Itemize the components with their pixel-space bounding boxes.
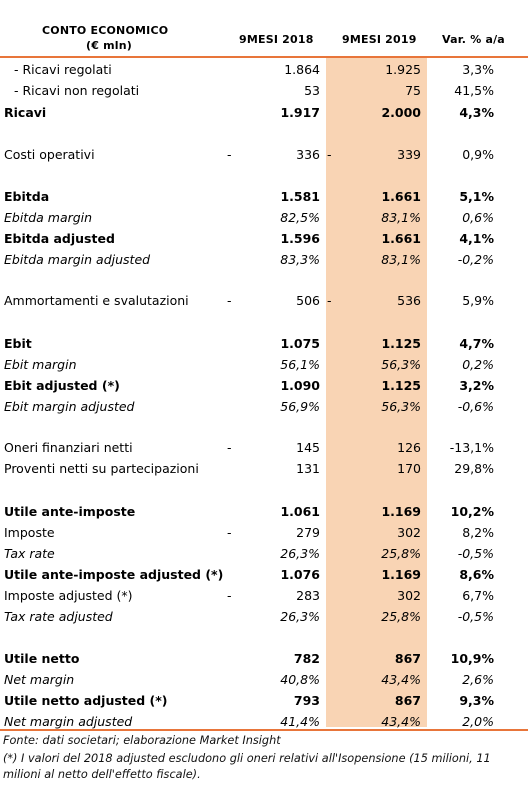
table-row: Net margin 40,8% 43,4% 2,6% bbox=[4, 672, 494, 687]
table-row: Ebitda 1.581 1.661 5,1% bbox=[4, 189, 494, 204]
highlight-2019-column bbox=[326, 58, 427, 727]
header-rule bbox=[0, 56, 528, 58]
table-row: Tax rate adjusted 26,3% 25,8% -0,5% bbox=[4, 609, 494, 624]
table-row: Costi operativi - 336 - 339 0,9% bbox=[4, 147, 494, 162]
table-row: Imposte - 279 302 8,2% bbox=[4, 525, 494, 540]
table-row: Ebit adjusted (*) 1.090 1.125 3,2% bbox=[4, 378, 494, 393]
footnote: (*) I valori del 2018 adjusted escludono… bbox=[3, 752, 491, 781]
header-2018: 9MESI 2018 bbox=[239, 33, 314, 46]
table-row: Ebitda adjusted 1.596 1.661 4,1% bbox=[4, 231, 494, 246]
table-row: Oneri finanziari netti - 145 126 -13,1% bbox=[4, 440, 494, 455]
table-row: Ricavi 1.917 2.000 4,3% bbox=[4, 105, 494, 120]
footer-rule bbox=[0, 729, 528, 731]
source-note: Fonte: dati societari; elaborazione Mark… bbox=[3, 734, 281, 747]
table-row: Imposte adjusted (*) - 283 302 6,7% bbox=[4, 588, 494, 603]
table-header: CONTO ECONOMICO (€ mln) 9MESI 2018 9MESI… bbox=[0, 20, 528, 56]
table-row: Net margin adjusted 41,4% 43,4% 2,0% bbox=[4, 714, 494, 729]
table-row: Utile netto 782 867 10,9% bbox=[4, 651, 494, 666]
header-label-2: (€ mln) bbox=[86, 39, 133, 52]
table-row: Ebitda margin adjusted 83,3% 83,1% -0,2% bbox=[4, 252, 494, 267]
table-row: Ebit margin 56,1% 56,3% 0,2% bbox=[4, 357, 494, 372]
table-row: - Ricavi regolati 1.864 1.925 3,3% bbox=[14, 62, 494, 77]
table-row: Utile ante-imposte adjusted (*) 1.076 1.… bbox=[4, 567, 494, 582]
table-row: Ebit margin adjusted 56,9% 56,3% -0,6% bbox=[4, 399, 494, 414]
header-2019: 9MESI 2019 bbox=[342, 33, 417, 46]
header-var: Var. % a/a bbox=[442, 33, 505, 46]
table-row: Ammortamenti e svalutazioni - 506 - 536 … bbox=[4, 293, 494, 308]
table-row: Utile ante-imposte 1.061 1.169 10,2% bbox=[4, 504, 494, 519]
table-row: - Ricavi non regolati 53 75 41,5% bbox=[14, 83, 494, 98]
header-label-1: CONTO ECONOMICO bbox=[42, 24, 169, 37]
table-row: Proventi netti su partecipazioni 131 170… bbox=[4, 461, 494, 476]
table-row: Ebitda margin 82,5% 83,1% 0,6% bbox=[4, 210, 494, 225]
table-row: Ebit 1.075 1.125 4,7% bbox=[4, 336, 494, 351]
table-row: Utile netto adjusted (*) 793 867 9,3% bbox=[4, 693, 494, 708]
table-row: Tax rate 26,3% 25,8% -0,5% bbox=[4, 546, 494, 561]
